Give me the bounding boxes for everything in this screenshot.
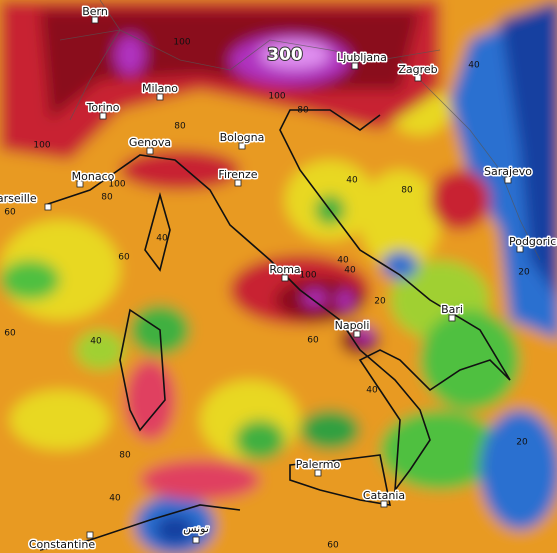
contour-label: 40	[90, 337, 102, 347]
contour-label: 80	[174, 122, 186, 132]
contour-label: 40	[337, 256, 349, 266]
city-marker	[91, 16, 99, 24]
contour-label: 40	[366, 386, 378, 396]
contour-label: 80	[119, 451, 131, 461]
contour-label: 100	[173, 38, 190, 48]
city-marker	[353, 330, 361, 338]
contour-label: 40	[109, 494, 121, 504]
city-marker	[351, 62, 359, 70]
contour-label: 60	[307, 336, 319, 346]
city-marker	[76, 180, 84, 188]
city-label: Napoli	[335, 319, 370, 332]
contour-label: 20	[516, 438, 528, 448]
city-label: Zagreb	[398, 63, 437, 76]
contour-label: 80	[297, 106, 309, 116]
city-label: Marseille	[0, 192, 37, 205]
city-marker	[192, 536, 200, 544]
contour-label: 60	[118, 253, 130, 263]
city-marker	[281, 274, 289, 282]
contour-label: 60	[4, 329, 16, 339]
city-label: Firenze	[218, 168, 257, 181]
city-marker	[86, 531, 94, 539]
city-label: Ljubljana	[337, 51, 387, 64]
city-label: Palermo	[296, 458, 341, 471]
contour-label: 80	[101, 193, 113, 203]
city-label: Roma	[269, 263, 300, 276]
city-marker	[414, 74, 422, 82]
coastlines	[39, 109, 511, 551]
contour-label: 100	[268, 92, 285, 102]
city-marker	[156, 93, 164, 101]
city-label: Monaco	[72, 170, 115, 183]
city-label: Bari	[441, 303, 463, 316]
contour-label: 40	[346, 176, 358, 186]
city-label: Sarajevo	[484, 165, 532, 178]
city-marker	[238, 142, 246, 150]
contour-label: 60	[327, 541, 339, 551]
contour-label: 100	[33, 141, 50, 151]
contour-label: 20	[374, 297, 386, 307]
contour-label: 100	[299, 271, 316, 281]
city-marker	[504, 176, 512, 184]
peak-label: 300	[267, 45, 303, 65]
city-marker	[380, 500, 388, 508]
city-marker	[448, 314, 456, 322]
city-label: Milano	[142, 82, 178, 95]
contour-label: 40	[468, 61, 480, 71]
city-label: Genova	[129, 136, 171, 149]
city-label: Bern	[82, 5, 108, 18]
contour-label: 40	[344, 266, 356, 276]
contour-label: 60	[4, 208, 16, 218]
borders	[59, 0, 541, 261]
contour-label: 80	[401, 186, 413, 196]
contour-label: 40	[156, 234, 168, 244]
city-marker	[146, 147, 154, 155]
city-marker	[99, 112, 107, 120]
city-label: Torino	[86, 101, 120, 114]
city-marker	[44, 203, 52, 211]
city-marker	[234, 179, 242, 187]
labels: Bern Milano Torino Genova Bologna Ljubljana Za…	[0, 4, 557, 553]
city-marker	[314, 469, 322, 477]
city-marker	[516, 245, 524, 253]
city-label: Bologna	[220, 131, 265, 144]
city-label: تونس	[183, 522, 209, 535]
contour-label: 20	[518, 268, 530, 278]
city-label: Catania	[363, 489, 405, 502]
city-label: Podgorica	[509, 235, 557, 248]
city-label: Constantine	[29, 538, 95, 551]
contour-label: 100	[108, 180, 125, 190]
